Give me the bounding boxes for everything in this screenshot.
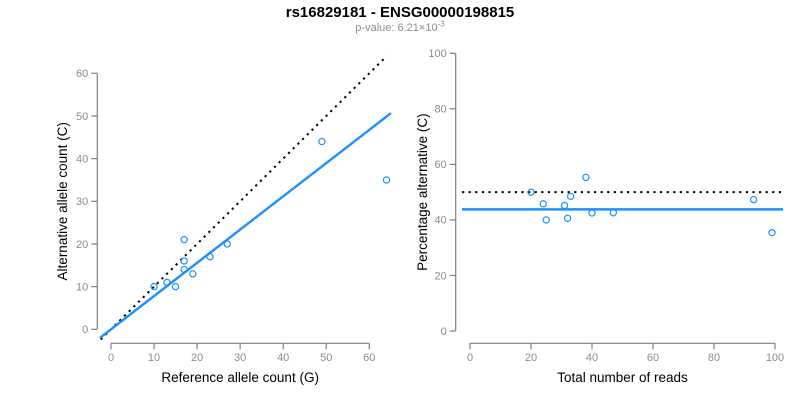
allele-counts-data-point [189, 270, 197, 278]
percentage-alternative-x-tick-label: 80 [708, 352, 720, 364]
percentage-alternative-x-tick-label: 100 [766, 352, 784, 364]
allele-counts-y-axis-title: Alternative allele count (C) [55, 122, 70, 280]
percentage-alternative-x-axis-title: Total number of reads [557, 370, 688, 385]
allele-counts-y-tick-label: 10 [76, 281, 88, 293]
percentage-alternative-x-tick-label: 40 [586, 352, 598, 364]
percentage-alternative-y-tick-label: 100 [428, 48, 446, 60]
percentage-alternative-y-tick-label: 20 [434, 270, 446, 282]
allele-counts-y-tick-label: 60 [76, 68, 88, 80]
allele-counts-x-tick-label: 10 [148, 352, 160, 364]
allele-counts-x-tick-label: 30 [234, 352, 246, 364]
percentage-alternative-data-point [563, 214, 572, 222]
allele-counts-x-tick-label: 40 [277, 352, 289, 364]
allele-counts-y-tick-label: 30 [76, 196, 88, 208]
fit-line [99, 112, 392, 339]
plot-title: rs16829181 - ENSG00000198815 [285, 4, 515, 21]
pvalue-text: p-value: 6.21×10 [355, 22, 438, 34]
percentage-alternative-data-point [582, 173, 590, 182]
percentage-alternative-y-tick-label: 80 [434, 104, 446, 116]
allele-counts-x-tick-label: 60 [363, 352, 375, 364]
percentage-alternative-data-point [542, 216, 550, 224]
allele-counts-data-point [318, 137, 326, 146]
allele-counts-data-point [180, 235, 188, 244]
allele-counts-y-tick-label: 0 [82, 324, 88, 336]
percentage-alternative-data-point [609, 208, 618, 217]
percentage-alternative-y-axis-title: Percentage alternative (C) [415, 113, 430, 271]
percentage-alternative-x-tick-label: 20 [525, 352, 537, 364]
allele-counts-data-point [223, 240, 231, 248]
allele-counts-data-point [163, 278, 171, 287]
allele-counts-data-point [180, 257, 188, 265]
percentage-alternative-data-point [527, 188, 535, 196]
allele-counts-data-point [171, 282, 180, 291]
percentage-alternative-x-tick-label: 0 [467, 352, 473, 364]
allele-counts-data-point [382, 176, 391, 184]
allele-counts-x-tick-label: 50 [320, 352, 332, 364]
pvalue-exponent: -3 [437, 19, 445, 29]
percentage-alternative-x-tick-label: 60 [647, 352, 659, 364]
figure-header: rs16829181 - ENSG00000198815 p-value: 6.… [0, 4, 800, 35]
percentage-alternative-data-point [566, 192, 575, 201]
percentage-alternative-y-tick-label: 0 [441, 326, 447, 338]
allele-counts-y-tick-label: 50 [76, 111, 88, 123]
allele-counts-data-point [180, 265, 188, 274]
allele-counts-data-point [150, 282, 158, 291]
percentage-alternative-data-point [560, 201, 569, 210]
allele-counts-x-tick-label: 0 [108, 352, 114, 364]
allele-counts-x-tick-label: 20 [191, 352, 203, 364]
allele-counts-data-point [206, 253, 214, 261]
percentage-alternative-data-point [749, 195, 758, 204]
percentage-alternative-data-point [539, 200, 547, 208]
percentage-alternative-y-tick-label: 60 [434, 159, 446, 171]
allele-counts-y-tick-label: 20 [76, 239, 88, 251]
allele-counts-y-tick-label: 40 [76, 153, 88, 165]
percentage-alternative-data-point [768, 228, 776, 237]
identity-line [100, 55, 388, 341]
allele-counts-x-axis-title: Reference allele count (G) [161, 370, 319, 385]
plot-subtitle: p-value: 6.21×10-3 [0, 19, 800, 35]
percentage-alternative-data-point [588, 209, 596, 217]
percentage-alternative-y-tick-label: 40 [434, 215, 446, 227]
